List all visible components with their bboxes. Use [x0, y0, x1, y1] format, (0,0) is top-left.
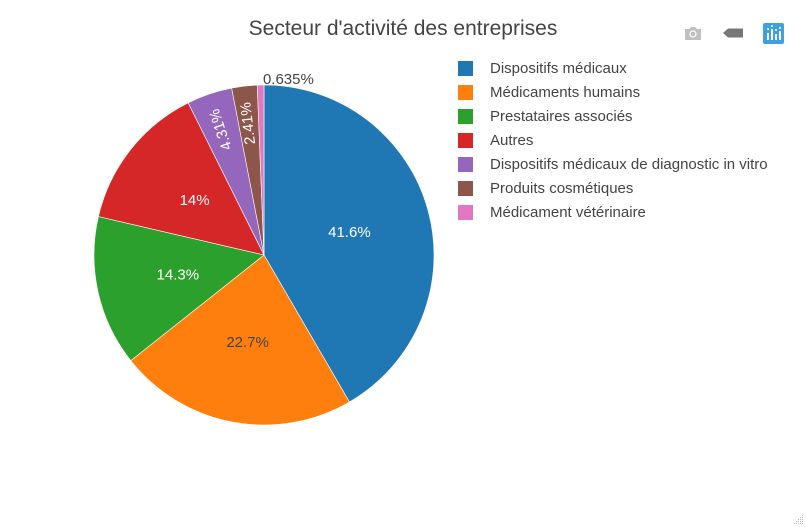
- legend-label: Dispositifs médicaux: [490, 60, 627, 77]
- legend-item-dispositifs-medicaux[interactable]: Dispositifs médicaux: [458, 60, 627, 77]
- slice-label: 14%: [180, 192, 210, 209]
- slice-label: 14.3%: [157, 266, 200, 283]
- plotly-logo-icon: [762, 22, 784, 44]
- legend-label: Médicaments humains: [490, 84, 640, 101]
- legend-label: Prestataires associés: [490, 108, 633, 125]
- pie-slice-autres[interactable]: [98, 102, 265, 256]
- legend: Dispositifs médicaux Médicaments humains P…: [458, 60, 768, 221]
- legend-item-medicament-veterinaire[interactable]: Médicament vétérinaire: [458, 204, 646, 221]
- camera-button[interactable]: [682, 22, 704, 44]
- legend-swatch: [458, 205, 473, 220]
- legend-swatch: [458, 109, 473, 124]
- legend-swatch: [458, 61, 473, 76]
- legend-swatch: [458, 133, 473, 148]
- legend-item-prestataires-associes[interactable]: Prestataires associés: [458, 108, 633, 125]
- pie-slices: [93, 84, 435, 426]
- pie-slice-prestataires-associes[interactable]: [93, 216, 265, 362]
- pie-slice-medicament-veterinaire[interactable]: [256, 84, 265, 256]
- legend-swatch: [458, 181, 473, 196]
- chart-title: Secteur d'activité des entreprises: [249, 17, 558, 40]
- pie-slice-medicaments-humains[interactable]: [130, 254, 350, 426]
- legend-swatch: [458, 157, 473, 172]
- legend-label: Médicament vétérinaire: [490, 204, 646, 221]
- pie-slice-labels: 41.6%22.7%14.3%14%4.31% 2.41%0.635%: [157, 71, 371, 351]
- slice-label: 41.6%: [328, 224, 371, 241]
- slice-label: 2.41%: [237, 101, 259, 145]
- legend-item-medicaments-humains[interactable]: Médicaments humains: [458, 84, 640, 101]
- pie-slice-dispositifs-medicaux[interactable]: [263, 84, 435, 403]
- tag-icon: [723, 28, 743, 38]
- resize-handle-icon[interactable]: [792, 513, 804, 525]
- show-hover-tag-button[interactable]: [722, 22, 744, 44]
- legend-item-autres[interactable]: Autres: [458, 132, 533, 149]
- legend-label: Produits cosmétiques: [490, 180, 633, 197]
- slice-label: 22.7%: [226, 334, 269, 351]
- legend-item-produits-cosmetiques[interactable]: Produits cosmétiques: [458, 180, 633, 197]
- slice-label: 0.635%: [263, 71, 314, 88]
- plotly-logo-button[interactable]: [762, 22, 784, 44]
- legend-label: Autres: [490, 132, 533, 149]
- camera-icon: [685, 27, 701, 40]
- legend-label: Dispositifs médicaux de diagnostic in vi…: [490, 156, 768, 173]
- legend-swatch: [458, 85, 473, 100]
- modebar: [682, 22, 784, 44]
- legend-item-dispositifs-medicaux-de-diagnostic-in-vitro[interactable]: Dispositifs médicaux de diagnostic in vi…: [458, 156, 768, 173]
